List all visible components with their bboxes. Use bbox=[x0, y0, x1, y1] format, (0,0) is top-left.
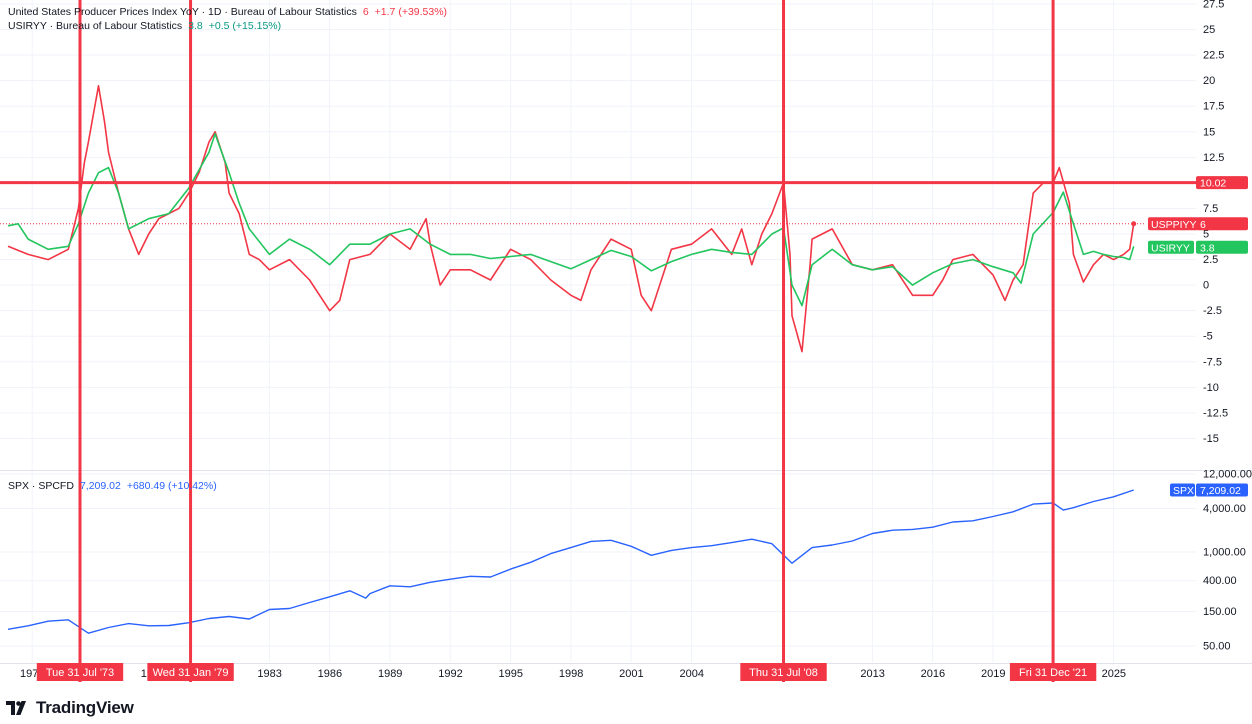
y-tick-label: 1,000.00 bbox=[1203, 546, 1246, 558]
spx-name-tag bbox=[1170, 483, 1195, 497]
series-line-spx bbox=[7, 489, 1134, 634]
y-tick-label: -15 bbox=[1203, 433, 1219, 445]
y-tick-label: 0 bbox=[1203, 280, 1209, 292]
y-tick-label: 5 bbox=[1203, 229, 1209, 241]
legend-spx[interactable]: SPX · SPCFD 7,209.02 +680.49 (+10.42%) bbox=[8, 480, 217, 492]
legend-ppi-value: 6 bbox=[362, 6, 369, 18]
legend-cpi[interactable]: USIRYY · Bureau of Labour Statistics 3.8… bbox=[8, 20, 281, 32]
y-tick-label: -5 bbox=[1203, 331, 1213, 343]
x-tick-label: 197 bbox=[20, 668, 38, 680]
usppiyy-value-tag bbox=[1196, 217, 1248, 231]
x-marker-label: Thu 31 Jul '08 bbox=[749, 667, 818, 679]
x-tick-label: 1986 bbox=[318, 668, 342, 680]
bottom-panel bbox=[7, 489, 1134, 634]
spx-name-text: SPX bbox=[1173, 485, 1194, 497]
x-marker-tag bbox=[740, 663, 827, 681]
tradingview-logo-icon bbox=[6, 701, 26, 715]
axes: 27.52522.52017.51512.5107.552.50-2.5-5-7… bbox=[20, 0, 1252, 681]
legend-spx-change: +680.49 (+10.42%) bbox=[126, 480, 217, 492]
x-marker-tag bbox=[147, 663, 234, 681]
y-tick-label: 150.00 bbox=[1203, 606, 1237, 618]
usiryy-value-text: 3.8 bbox=[1200, 242, 1215, 254]
legend-cpi-value: 3.8 bbox=[188, 20, 203, 32]
y-tick-label: 22.5 bbox=[1203, 50, 1224, 62]
x-tick-label: 2013 bbox=[860, 668, 884, 680]
usiryy-name-tag bbox=[1148, 240, 1194, 254]
y-tick-label: -2.5 bbox=[1203, 305, 1222, 317]
x-tick-label: 2019 bbox=[981, 668, 1005, 680]
x-marker-label: Fri 31 Dec '21 bbox=[1019, 667, 1087, 679]
x-marker-tag bbox=[36, 663, 124, 681]
usppiyy-value-text: 6 bbox=[1200, 219, 1206, 231]
y-tick-label: 7.5 bbox=[1203, 203, 1218, 215]
x-tick-label: 1998 bbox=[559, 668, 583, 680]
legend-cpi-title: USIRYY · Bureau of Labour Statistics bbox=[8, 20, 183, 32]
y-tick-label: 400.00 bbox=[1203, 575, 1237, 587]
markers bbox=[0, 0, 1196, 682]
x-tick-label: 2025 bbox=[1102, 668, 1126, 680]
x-tick-label: 2004 bbox=[679, 668, 703, 680]
grid bbox=[0, 0, 1252, 664]
x-marker-tag bbox=[1009, 663, 1097, 681]
tradingview-brand[interactable]: TradingView bbox=[6, 697, 134, 719]
y-tick-label: 17.5 bbox=[1203, 101, 1224, 113]
y-tick-label: -12.5 bbox=[1203, 407, 1228, 419]
brand-name: TradingView bbox=[36, 698, 134, 717]
y-tick-label: 15 bbox=[1203, 126, 1215, 138]
x-tick-label: 1983 bbox=[257, 668, 281, 680]
usiryy-value-tag bbox=[1196, 240, 1248, 254]
x-tick-label: 1989 bbox=[378, 668, 402, 680]
y-tick-label: 12.5 bbox=[1203, 152, 1224, 164]
x-tick-label: 2001 bbox=[619, 668, 643, 680]
x-marker-label: Tue 31 Jul '73 bbox=[46, 667, 114, 679]
series-endpoint-usppiyy bbox=[1131, 221, 1137, 227]
y-tick-label: 27.5 bbox=[1203, 0, 1224, 11]
hline-label-value-text: 10.02 bbox=[1200, 178, 1226, 190]
legend-ppi[interactable]: United States Producer Prices Index YoY … bbox=[8, 6, 447, 18]
y-tick-label: 2.5 bbox=[1203, 254, 1218, 266]
top-panel bbox=[0, 85, 1146, 353]
x-tick-label: 1992 bbox=[438, 668, 462, 680]
y-tick-label: 4,000.00 bbox=[1203, 503, 1246, 515]
spx-value-tag bbox=[1196, 483, 1248, 497]
usiryy-name-text: USIRYY bbox=[1151, 242, 1190, 254]
x-marker-label: Wed 31 Jan '79 bbox=[153, 667, 229, 679]
x-tick-label: 1995 bbox=[499, 668, 523, 680]
legend-ppi-title: United States Producer Prices Index YoY … bbox=[8, 6, 357, 18]
spx-value-text: 7,209.02 bbox=[1200, 485, 1241, 497]
series-line-usiryy bbox=[7, 133, 1135, 307]
y-tick-label: -7.5 bbox=[1203, 356, 1222, 368]
x-tick-label: 2016 bbox=[921, 668, 945, 680]
legend-cpi-change: +0.5 (+15.15%) bbox=[208, 20, 282, 32]
y-tick-label: 12,000.00 bbox=[1203, 469, 1252, 481]
y-tick-label: 25 bbox=[1203, 24, 1215, 36]
y-tick-label: 20 bbox=[1203, 75, 1215, 87]
y-tick-label: 50.00 bbox=[1203, 640, 1231, 652]
legend-spx-title: SPX · SPCFD bbox=[8, 480, 74, 492]
legend-ppi-change: +1.7 (+39.53%) bbox=[374, 6, 448, 18]
usppiyy-name-text: USPPIYY bbox=[1151, 219, 1197, 231]
hline-label-value-tag bbox=[1196, 176, 1248, 190]
legend-spx-value: 7,209.02 bbox=[79, 480, 121, 492]
usppiyy-name-tag bbox=[1148, 217, 1198, 231]
y-tick-label: -10 bbox=[1203, 382, 1219, 394]
